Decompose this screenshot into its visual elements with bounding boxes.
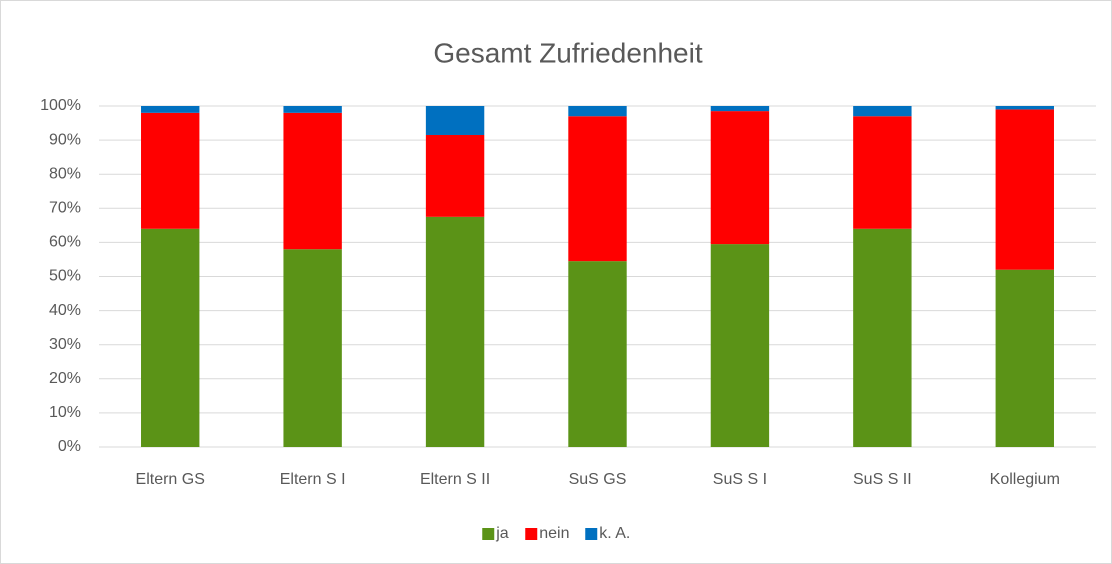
y-tick-label: 100% (40, 97, 81, 114)
bar-segment (425, 134, 485, 217)
x-tick-label: Eltern S I (280, 471, 346, 488)
bar-segment (141, 112, 200, 229)
x-tick-label: SuS S II (853, 471, 912, 488)
x-tick-label: Kollegium (990, 471, 1060, 488)
bar-segment (853, 116, 912, 229)
y-tick-label: 50% (49, 268, 81, 285)
bar-segment (141, 106, 200, 113)
legend-swatch (482, 528, 495, 540)
bar-segment (283, 249, 342, 447)
y-tick-label: 40% (49, 302, 81, 319)
y-tick-label: 70% (49, 200, 81, 217)
bar-segment (853, 106, 912, 117)
bar-segment (141, 228, 200, 447)
bar-segment (710, 244, 770, 447)
bar-segment (568, 261, 627, 447)
y-tick-label: 10% (49, 404, 81, 421)
y-tick-label: 20% (49, 370, 81, 387)
bar-segment (710, 106, 770, 112)
bar-segment (425, 106, 485, 135)
legend-label: ja (495, 525, 509, 542)
bar-segment (283, 106, 342, 113)
legend-swatch (585, 528, 598, 540)
bar-segment (995, 109, 1054, 270)
x-tick-label: Eltern GS (136, 471, 205, 488)
bar-segment (995, 106, 1054, 110)
x-tick-label: Eltern S II (420, 471, 490, 488)
bar-segment (710, 111, 770, 245)
bar-segment (283, 112, 342, 250)
y-tick-label: 80% (49, 165, 81, 182)
bar-segment (568, 116, 627, 262)
bar-segment (995, 269, 1054, 447)
legend-swatch (525, 528, 538, 540)
bar-segment (853, 228, 912, 447)
legend-label: k. A. (599, 525, 630, 542)
chart-title: Gesamt Zufriedenheit (433, 37, 702, 68)
x-tick-label: SuS S I (713, 471, 767, 488)
y-tick-label: 0% (58, 438, 81, 455)
y-tick-label: 60% (49, 234, 81, 251)
y-tick-label: 90% (49, 131, 81, 148)
bar-segment (425, 216, 485, 447)
x-tick-label: SuS GS (569, 471, 627, 488)
legend-label: nein (539, 525, 569, 542)
bar-segment (568, 106, 627, 117)
y-tick-label: 30% (49, 336, 81, 353)
